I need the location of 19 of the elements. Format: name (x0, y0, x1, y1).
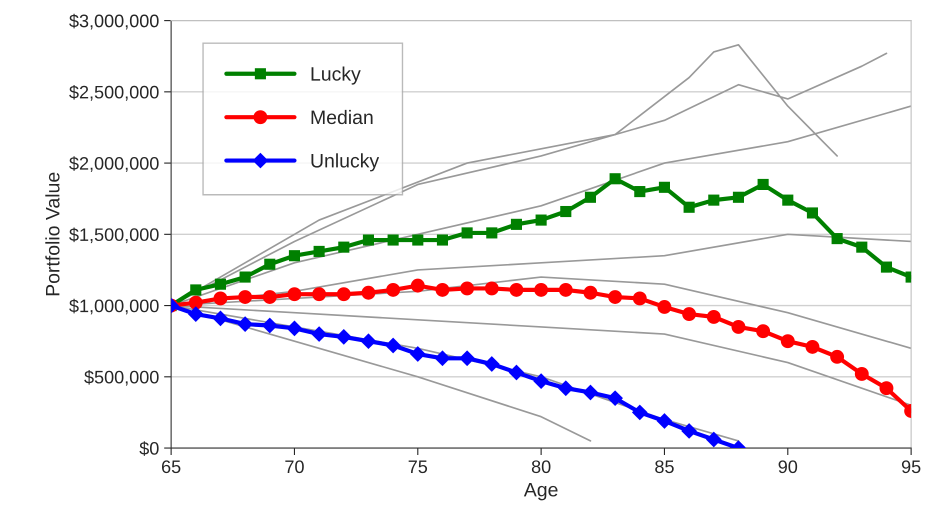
y-tick-label: $0 (139, 441, 159, 456)
y-axis-title: Portfolio Value (45, 172, 60, 296)
legend-label: Lucky (312, 66, 361, 85)
x-axis-title: Age (524, 482, 558, 500)
x-tick-label: 90 (778, 460, 798, 474)
y-tick-label: $1,000,000 (69, 298, 159, 314)
x-tick-label: 80 (532, 460, 550, 474)
x-tick-label: 70 (285, 460, 304, 474)
legend-label: Median (312, 110, 373, 124)
x-tick-label: 75 (408, 460, 428, 474)
x-tick-label: 65 (162, 460, 180, 474)
y-tick-label: $1,500,000 (69, 228, 159, 244)
y-tick-label: $2,000,000 (69, 156, 159, 172)
y-tick-label: $500,000 (84, 370, 159, 386)
legend-label: Unlucky (311, 153, 380, 172)
y-tick-label: $3,000,000 (69, 14, 159, 30)
x-tick-label: 95 (902, 460, 920, 474)
x-tick-label: 85 (655, 460, 674, 474)
y-tick-label: $2,500,000 (69, 85, 159, 101)
